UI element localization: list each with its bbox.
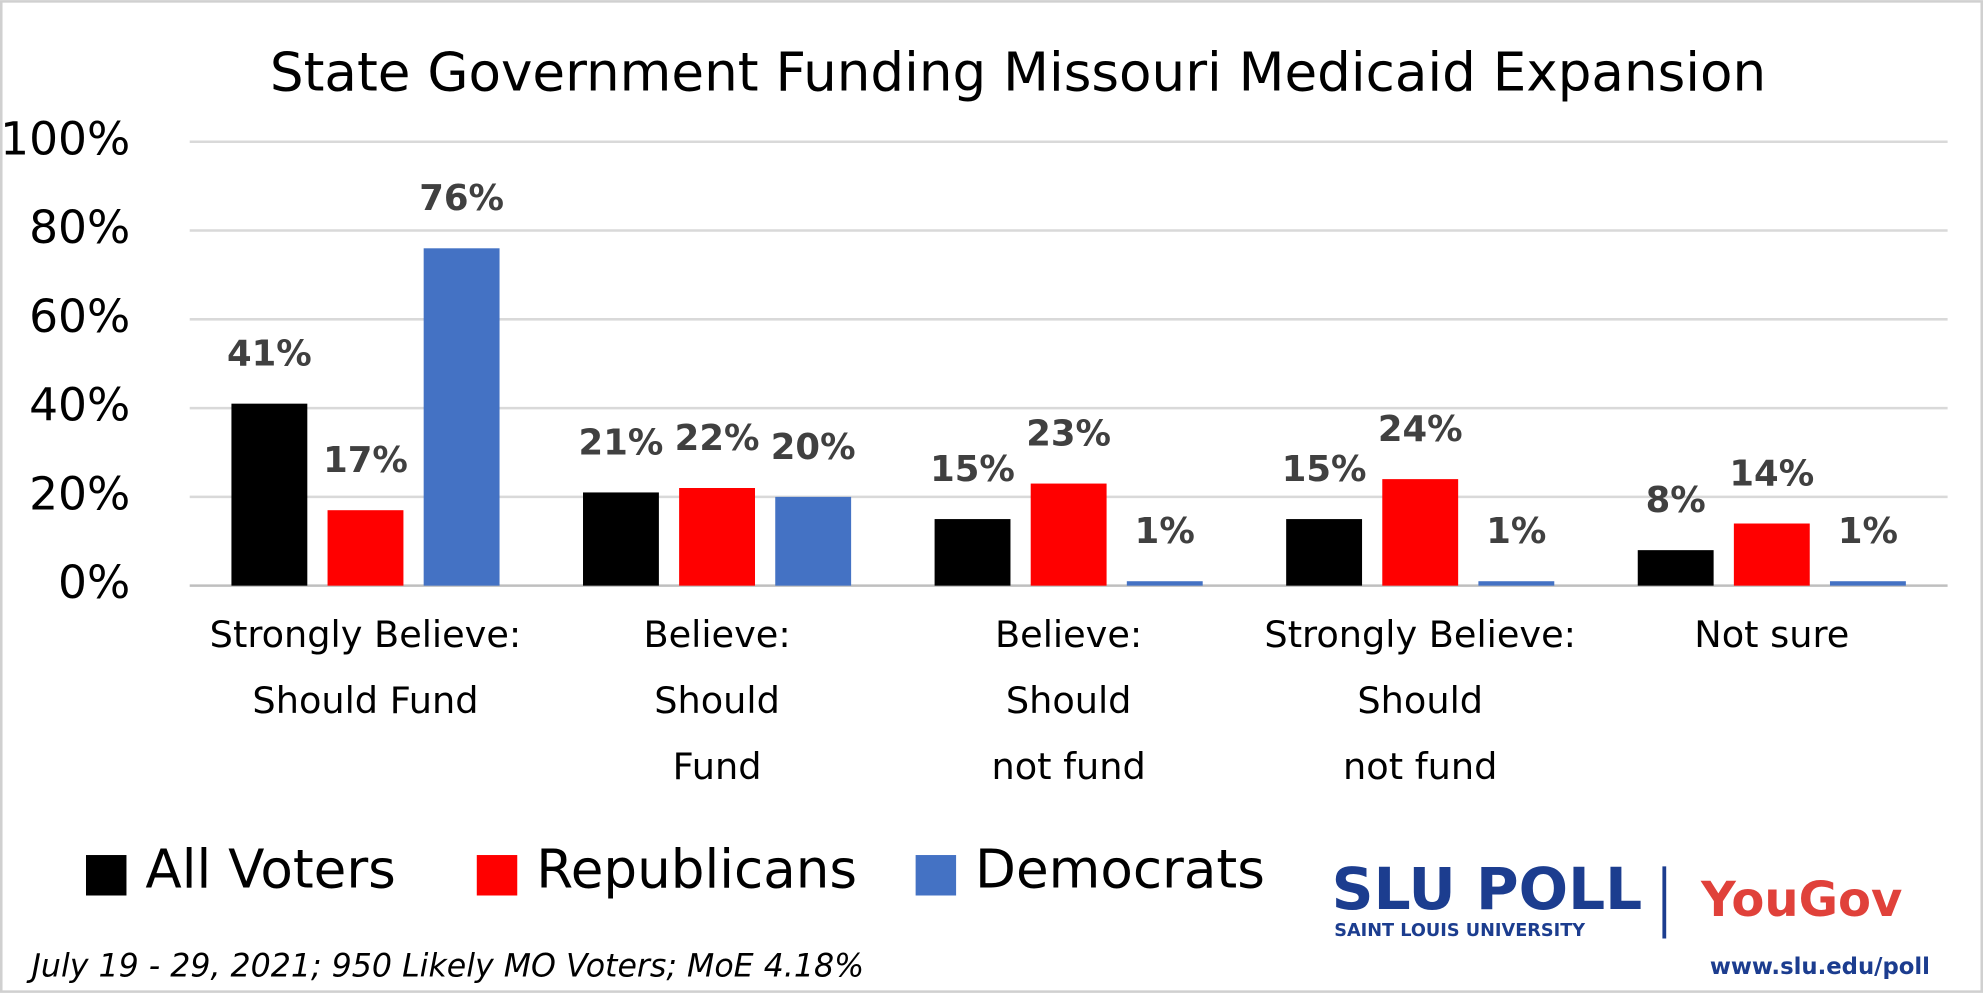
value-label: 15% bbox=[930, 449, 1015, 490]
x-tick-label: Strongly Believe: Should Fund bbox=[210, 613, 522, 722]
x-tick-label: Not sure bbox=[1694, 613, 1849, 656]
bar bbox=[1126, 581, 1203, 586]
bar bbox=[1829, 581, 1906, 586]
value-label: 1% bbox=[1135, 511, 1195, 552]
value-label: 23% bbox=[1026, 414, 1111, 455]
url: www.slu.edu/poll bbox=[1710, 954, 1930, 980]
value-label: 17% bbox=[323, 440, 408, 481]
y-tick-label: 80% bbox=[29, 201, 130, 254]
y-tick-label: 20% bbox=[29, 467, 130, 520]
bar bbox=[1382, 479, 1459, 586]
value-label: 76% bbox=[419, 178, 504, 219]
legend-label: Democrats bbox=[975, 838, 1265, 900]
slu-subtitle: SAINT LOUIS UNIVERSITY bbox=[1334, 921, 1585, 941]
legend-swatch bbox=[85, 855, 127, 896]
legend-swatch bbox=[915, 855, 957, 896]
bar bbox=[775, 496, 852, 586]
legend-swatch bbox=[476, 855, 518, 896]
bar bbox=[1637, 550, 1714, 586]
chart-title: State Government Funding Missouri Medica… bbox=[270, 42, 1766, 104]
value-label: 14% bbox=[1729, 453, 1814, 494]
value-label: 1% bbox=[1486, 511, 1546, 552]
legend-label: All Voters bbox=[145, 838, 395, 900]
yougov-logo: YouGov bbox=[1700, 872, 1902, 928]
bar bbox=[679, 488, 756, 586]
bar bbox=[1733, 523, 1810, 586]
value-label: 20% bbox=[771, 427, 856, 468]
x-tick-label: Strongly Believe: Should not fund bbox=[1264, 613, 1576, 788]
value-label: 24% bbox=[1378, 409, 1463, 450]
x-tick-label: Believe: Should not fund bbox=[991, 613, 1145, 788]
slu-logo: SLU POLL bbox=[1332, 855, 1643, 923]
y-tick-label: 60% bbox=[29, 290, 130, 343]
bar bbox=[1030, 483, 1107, 586]
value-label: 15% bbox=[1282, 449, 1367, 490]
bar bbox=[327, 510, 404, 586]
y-tick-label: 100% bbox=[0, 112, 130, 165]
x-tick-label: Believe: Should Fund bbox=[643, 613, 790, 788]
bar bbox=[583, 492, 659, 586]
bar bbox=[231, 403, 308, 586]
value-label: 41% bbox=[227, 334, 312, 375]
y-tick-label: 40% bbox=[29, 379, 130, 432]
bar bbox=[1478, 581, 1555, 586]
value-label: 21% bbox=[579, 422, 664, 463]
legend-label: Republicans bbox=[536, 838, 857, 900]
footnote: July 19 - 29, 2021; 950 Likely MO Voters… bbox=[26, 949, 865, 985]
value-label: 22% bbox=[675, 418, 760, 459]
y-tick-label: 0% bbox=[58, 556, 130, 609]
bar bbox=[934, 519, 1011, 586]
value-label: 8% bbox=[1646, 480, 1706, 521]
value-label: 1% bbox=[1838, 511, 1898, 552]
bar bbox=[423, 248, 500, 586]
bar bbox=[1286, 519, 1363, 586]
